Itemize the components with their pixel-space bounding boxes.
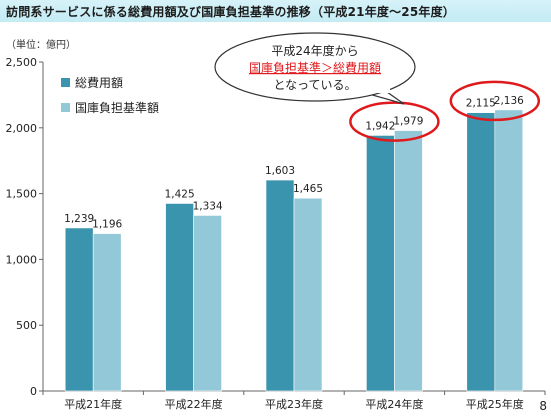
y-tick-label: 2,500 (6, 56, 38, 69)
callout-tail-mask (376, 85, 390, 93)
bar (293, 197, 323, 392)
bar (494, 109, 524, 392)
legend-swatch (61, 78, 70, 87)
x-tick-label: 平成24年度 (365, 397, 423, 411)
bar-value-label: 1,603 (265, 165, 295, 177)
highlight-oval (449, 80, 541, 122)
y-tick-label: 2,000 (6, 122, 38, 135)
x-tick-label: 平成22年度 (165, 397, 223, 411)
callout-line-3: となっている。 (273, 78, 356, 92)
bar-value-label: 1,465 (293, 183, 323, 195)
bar-value-label: 1,334 (193, 200, 223, 212)
bar-value-label: 1,942 (365, 120, 395, 132)
legend-label: 国庫負担基準額 (75, 100, 159, 115)
x-tick-label: 平成25年度 (466, 397, 524, 411)
y-tick-label: 0 (30, 385, 37, 398)
bar (265, 179, 295, 392)
x-tick-label: 平成21年度 (64, 397, 122, 411)
bar-value-label: 1,196 (92, 219, 122, 231)
bar (394, 130, 423, 392)
slide-title: 訪問系サービスに係る総費用額及び国庫負担基準の推移（平成21年度〜25年度） (6, 5, 456, 19)
callout-line-1: 平成24年度から (271, 43, 358, 58)
highlight-ovals (349, 80, 541, 142)
legend-label: 総費用額 (75, 75, 123, 90)
y-tick-label: 1,500 (6, 188, 38, 201)
chart-bars (64, 109, 524, 392)
bar (193, 215, 222, 392)
legend-swatch (61, 103, 70, 112)
page-number: 8 (539, 399, 547, 413)
bar (92, 233, 122, 392)
title-bar: 訪問系サービスに係る総費用額及び国庫負担基準の推移（平成21年度〜25年度） (0, 0, 551, 22)
bar-value-label: 2,136 (494, 95, 524, 107)
bar (366, 135, 395, 392)
bar-value-label: 1,979 (393, 116, 423, 128)
highlight-oval (349, 101, 440, 142)
unit-label: （単位：億円） (6, 38, 76, 51)
x-tick-label: 平成23年度 (265, 397, 323, 411)
bar (64, 227, 94, 392)
chart-axes: 0 500 1,000 1,500 2,000 2,500 平成21年度 平成22年度 平成23… (6, 38, 546, 411)
bar (466, 112, 496, 392)
bar-value-label: 1,239 (64, 213, 94, 225)
bar-value-label: 2,115 (466, 98, 496, 110)
bar (165, 203, 194, 392)
y-tick-label: 1,000 (6, 253, 38, 266)
callout-oval (214, 32, 416, 102)
y-tick-label: 500 (16, 319, 37, 332)
callout-line-2: 国庫負担基準＞総費用額 (249, 60, 381, 75)
bar-value-label: 1,425 (165, 188, 195, 200)
